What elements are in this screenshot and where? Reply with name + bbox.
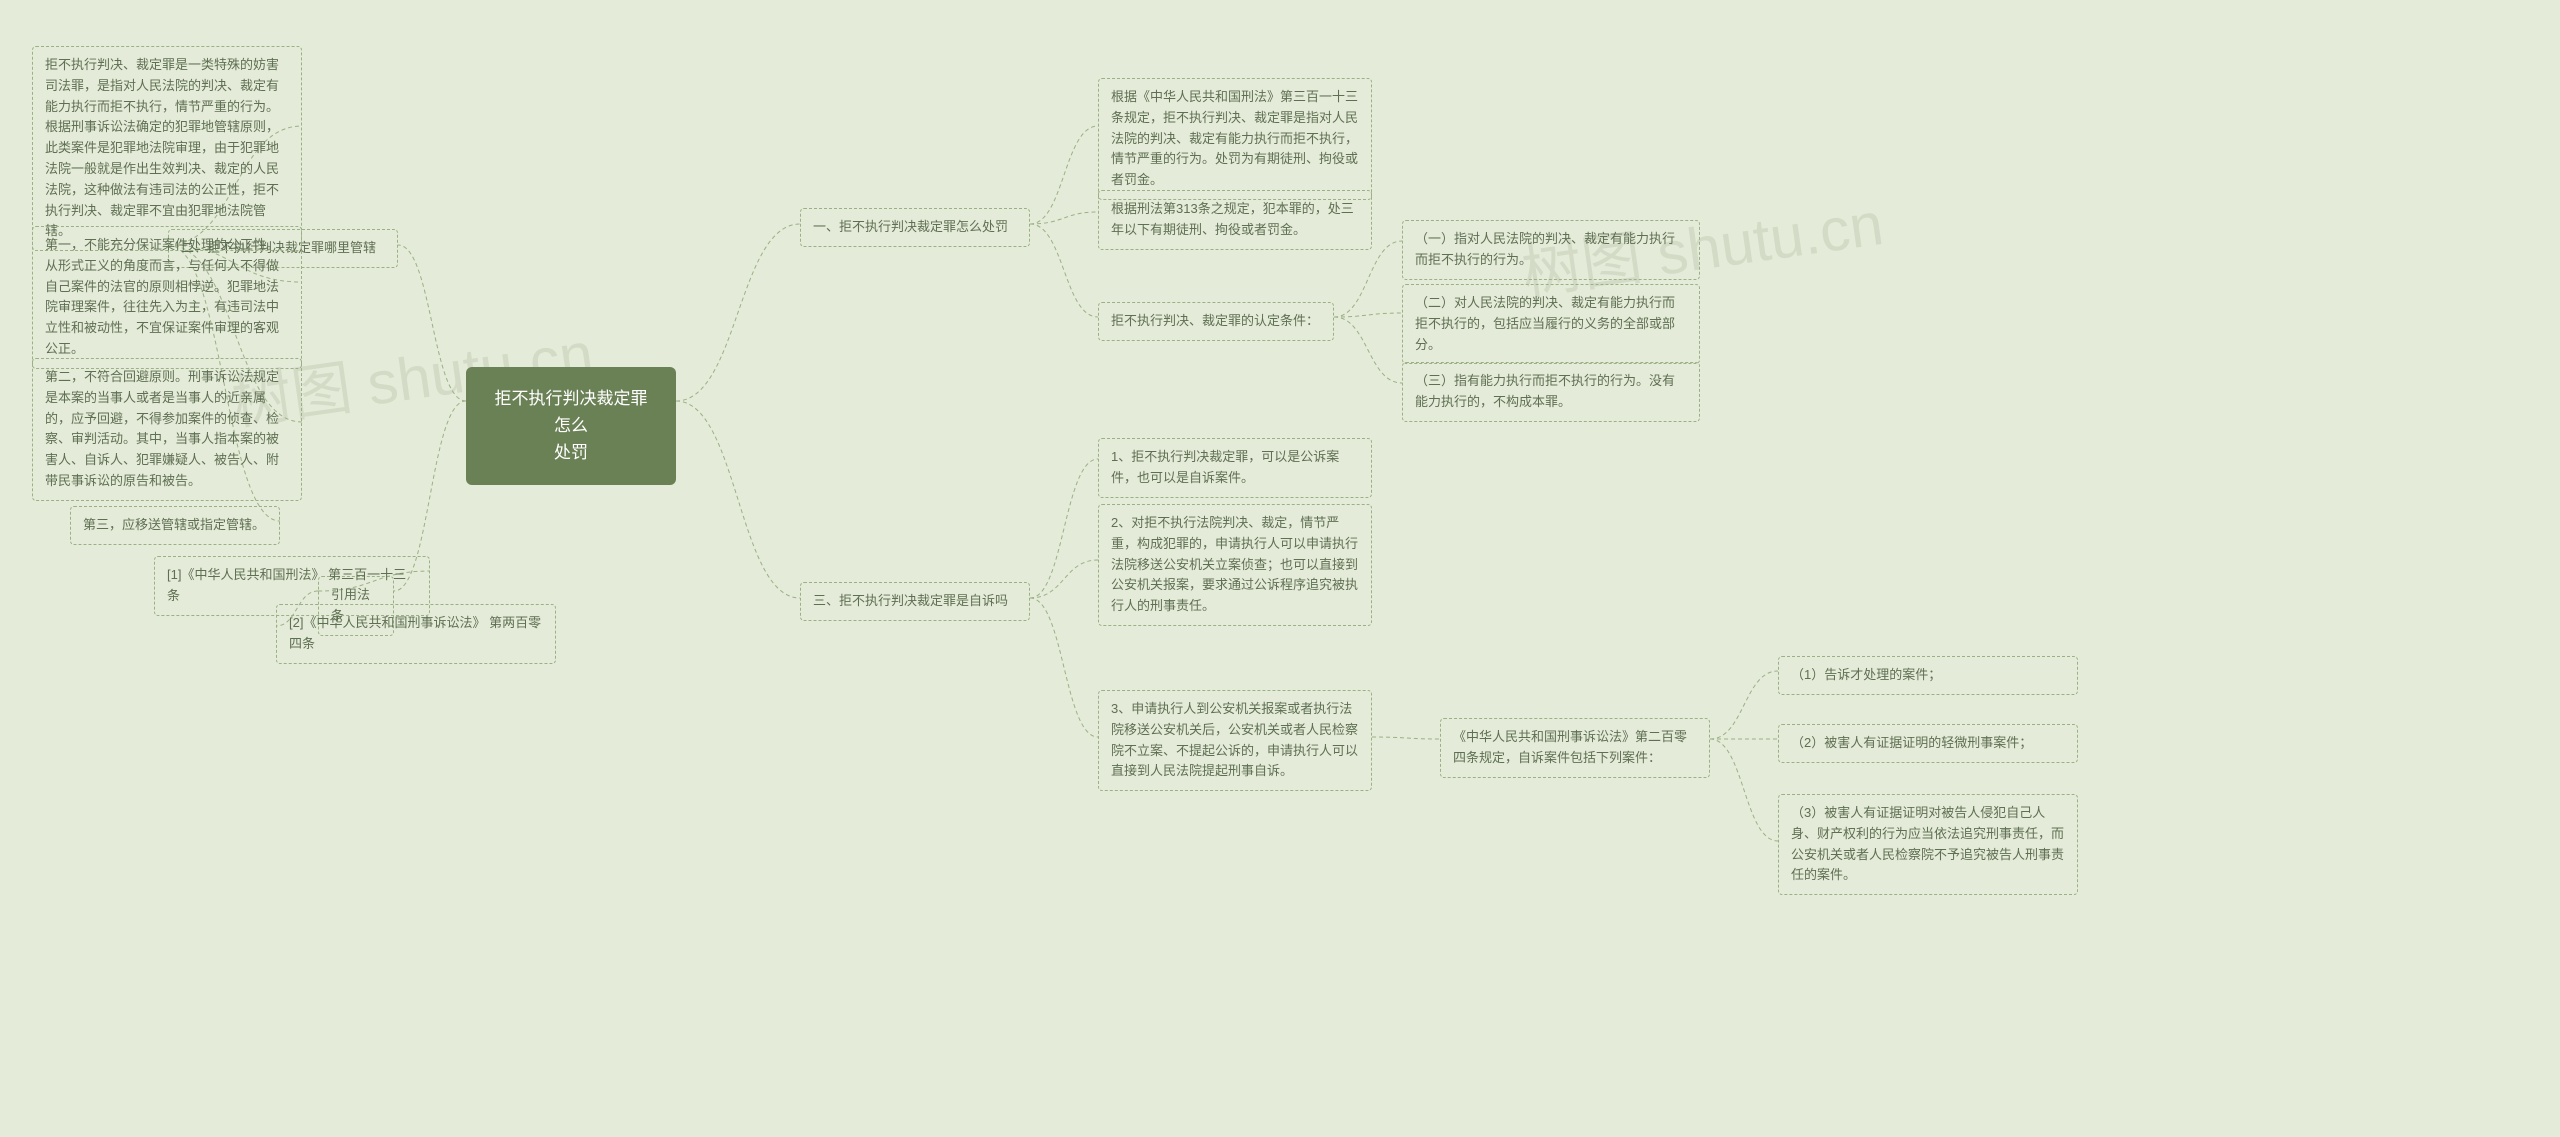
node-s1b[interactable]: 根据刑法第313条之规定，犯本罪的，处三年以下有期徒刑、拘役或者罚金。 xyxy=(1098,190,1372,250)
node-s2c[interactable]: 第二，不符合回避原则。刑事诉讼法规定是本案的当事人或者是当事人的近亲属的，应予回… xyxy=(32,358,302,501)
node-s3c1a[interactable]: （1）告诉才处理的案件； xyxy=(1778,656,2078,695)
mindmap-canvas: 树图 shutu.cn树图 shutu.cn拒不执行判决裁定罪怎么处罚一、拒不执… xyxy=(0,0,2560,1137)
node-s1c1[interactable]: （一）指对人民法院的判决、裁定有能力执行而拒不执行的行为。 xyxy=(1402,220,1700,280)
node-s2b[interactable]: 第一，不能充分保证案件处理的公正性。从形式正义的角度而言，与任何人不得做自己案件… xyxy=(32,226,302,369)
node-s1[interactable]: 一、拒不执行判决裁定罪怎么处罚 xyxy=(800,208,1030,247)
node-s2d[interactable]: 第三，应移送管辖或指定管辖。 xyxy=(70,506,280,545)
node-s3[interactable]: 三、拒不执行判决裁定罪是自诉吗 xyxy=(800,582,1030,621)
node-s1a[interactable]: 根据《中华人民共和国刑法》第三百一十三条规定，拒不执行判决、裁定罪是指对人民法院… xyxy=(1098,78,1372,200)
node-s3c1b[interactable]: （2）被害人有证据证明的轻微刑事案件； xyxy=(1778,724,2078,763)
node-s1c3[interactable]: （三）指有能力执行而拒不执行的行为。没有能力执行的，不构成本罪。 xyxy=(1402,362,1700,422)
node-s1c[interactable]: 拒不执行判决、裁定罪的认定条件： xyxy=(1098,302,1334,341)
root-node[interactable]: 拒不执行判决裁定罪怎么处罚 xyxy=(466,367,676,485)
node-s3c[interactable]: 3、申请执行人到公安机关报案或者执行法院移送公安机关后，公安机关或者人民检察院不… xyxy=(1098,690,1372,791)
node-s3a[interactable]: 1、拒不执行判决裁定罪，可以是公诉案件，也可以是自诉案件。 xyxy=(1098,438,1372,498)
node-s3c1[interactable]: 《中华人民共和国刑事诉讼法》第二百零四条规定，自诉案件包括下列案件： xyxy=(1440,718,1710,778)
node-s3b[interactable]: 2、对拒不执行法院判决、裁定，情节严重，构成犯罪的，申请执行人可以申请执行法院移… xyxy=(1098,504,1372,626)
node-s3c1c[interactable]: （3）被害人有证据证明对被告人侵犯自己人身、财产权利的行为应当依法追究刑事责任，… xyxy=(1778,794,2078,895)
node-s1c2[interactable]: （二）对人民法院的判决、裁定有能力执行而拒不执行的，包括应当履行的义务的全部或部… xyxy=(1402,284,1700,364)
node-ref2[interactable]: [2]《中华人民共和国刑事诉讼法》 第两百零四条 xyxy=(276,604,556,664)
node-s2a[interactable]: 拒不执行判决、裁定罪是一类特殊的妨害司法罪，是指对人民法院的判决、裁定有能力执行… xyxy=(32,46,302,251)
